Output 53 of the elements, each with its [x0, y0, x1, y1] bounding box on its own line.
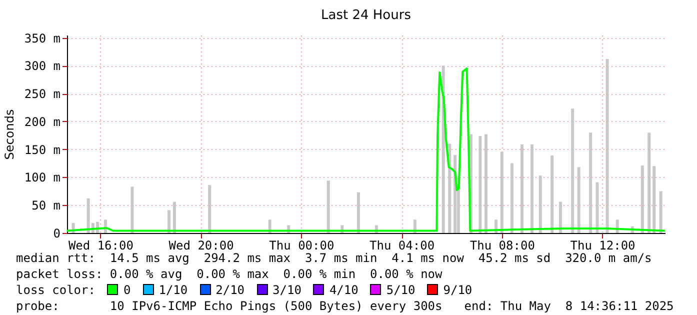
bar: [356, 192, 360, 233]
text: probe: 10 IPv6-ICMP Echo Pings (500 Bytes) every 300s: [16, 299, 442, 313]
text: 0: [123, 283, 131, 297]
bar: [577, 167, 580, 233]
chart-title: Last 24 Hours: [321, 8, 412, 23]
bar: [648, 132, 651, 233]
bar: [130, 186, 134, 233]
text: 5/10: [386, 283, 416, 297]
y-tick-label: 200 m: [24, 114, 60, 129]
y-tick-label: 250 m: [24, 87, 60, 102]
bar: [172, 202, 176, 233]
bar: [589, 132, 592, 233]
text: 4/10: [329, 283, 358, 297]
text: loss color:: [16, 283, 96, 297]
bar: [530, 144, 534, 233]
bar: [550, 155, 554, 233]
bar: [326, 180, 330, 233]
y-tick-label: 50 m: [32, 198, 60, 213]
bar: [448, 144, 452, 233]
y-tick-label: 100 m: [24, 170, 60, 185]
bar: [659, 191, 662, 233]
y-axis-title: Seconds: [2, 109, 16, 160]
x-tick-label: Thu 00:00: [269, 238, 334, 252]
bar: [596, 182, 599, 233]
bar: [571, 108, 574, 233]
x-tick-label: Thu 04:00: [370, 238, 435, 252]
text: 3/10: [272, 283, 302, 297]
bar: [484, 134, 488, 233]
x-tick-label: Thu 08:00: [470, 238, 535, 252]
bar: [558, 202, 562, 233]
bar: [510, 163, 514, 233]
bar: [640, 166, 644, 233]
bar: [606, 58, 609, 233]
text: 1/10: [158, 283, 188, 297]
text: end: Thu May 8 14:36:11 2025: [464, 299, 674, 313]
text: median rtt: 14.5 ms avg 294.2 ms max 3.7 ms min 4.1 ms now 45.2 ms sd 320.0 m am/s: [16, 251, 652, 265]
x-tick-label: Wed 16:00: [68, 238, 134, 252]
bar: [168, 210, 171, 233]
bar: [652, 166, 656, 233]
bar: [520, 144, 524, 233]
y-tick-label: 0: [53, 226, 60, 240]
y-tick-label: 300 m: [24, 59, 60, 74]
y-tick-label: 150 m: [24, 142, 60, 157]
text: 2/10: [216, 283, 245, 297]
text: packet loss: 0.00 % avg 0.00 % max 0.00 % min 0.00 % now: [16, 267, 442, 281]
bar: [500, 152, 504, 233]
bar: [208, 185, 212, 233]
bar: [538, 176, 542, 233]
y-tick-label: 350 m: [24, 31, 60, 46]
x-tick-label: Wed 20:00: [168, 238, 234, 252]
x-tick-label: Thu 12:00: [570, 238, 636, 252]
bar: [478, 136, 482, 233]
text: 9/10: [443, 283, 472, 297]
